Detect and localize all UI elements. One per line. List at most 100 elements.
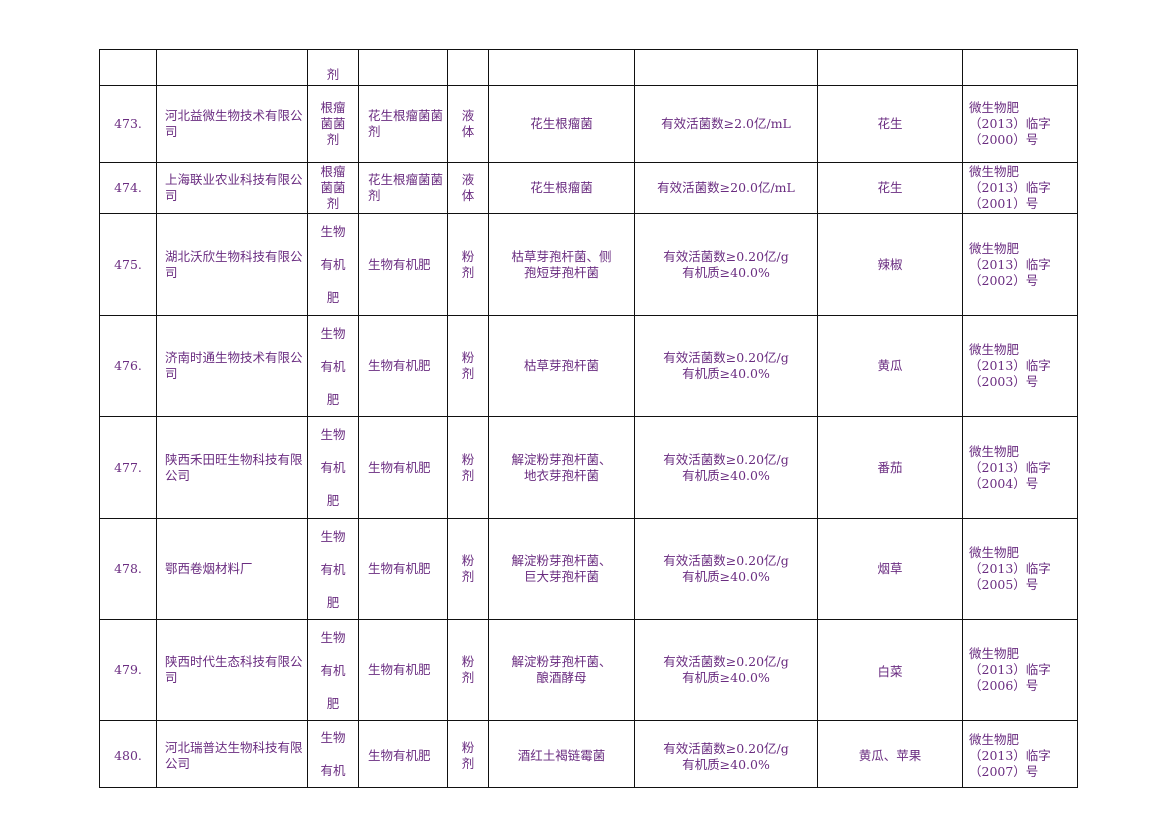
tech-cell: 有效活菌数≥0.20亿/g 有机质≥40.0% bbox=[634, 720, 818, 788]
company-cell: 河北瑞普达生物科技有限公司 bbox=[156, 720, 308, 788]
reg-line: 微生物肥 bbox=[969, 646, 1020, 661]
strain-line: 巨大芽孢杆菌 bbox=[523, 569, 599, 584]
strain-cell: 酒红土褐链霉菌 bbox=[488, 720, 635, 788]
crop-cell: 黄瓜 bbox=[817, 315, 963, 417]
reg-cell: 微生物肥 （2013）临字 （2004）号 bbox=[962, 416, 1078, 519]
tech-cell bbox=[634, 49, 818, 86]
table-row: 474. 上海联业农业科技有限公司 根瘤菌菌剂 花生根瘤菌菌剂 液体 花生根瘤菌… bbox=[99, 162, 1078, 214]
form-cell: 粉剂 bbox=[447, 315, 489, 417]
company-cell: 上海联业农业科技有限公司 bbox=[156, 162, 308, 214]
product-cell: 花生根瘤菌菌剂 bbox=[358, 85, 448, 163]
crop-cell: 烟草 bbox=[817, 518, 963, 620]
table-row: 480. 河北瑞普达生物科技有限公司 生物有机 生物有机肥 粉剂 酒红土褐链霉菌… bbox=[99, 720, 1078, 788]
index-cell: 476. bbox=[99, 315, 157, 417]
strain-cell: 花生根瘤菌 bbox=[488, 85, 635, 163]
reg-line: （2013）临字 bbox=[969, 459, 1051, 475]
crop-cell: 番茄 bbox=[817, 416, 963, 519]
reg-line: 微生物肥 bbox=[969, 100, 1020, 115]
reg-line: （2001）号 bbox=[969, 196, 1039, 211]
product-cell: 生物有机肥 bbox=[358, 213, 448, 316]
product-cell: 生物有机肥 bbox=[358, 720, 448, 788]
reg-line: （2013）临字 bbox=[969, 180, 1051, 195]
strain-line: 孢短芽孢杆菌 bbox=[523, 264, 599, 280]
strain-cell: 枯草芽孢杆菌、侧 孢短芽孢杆菌 bbox=[488, 213, 635, 316]
form-text: 粉剂 bbox=[461, 654, 475, 685]
table-row: 478. 鄂西卷烟材料厂 生物有机肥 生物有机肥 粉剂 解淀粉芽孢杆菌、 巨大芽… bbox=[99, 518, 1078, 620]
tech-cell: 有效活菌数≥0.20亿/g 有机质≥40.0% bbox=[634, 518, 818, 620]
tech-line: 有效活菌数≥0.20亿/g bbox=[663, 553, 789, 568]
type-text: 剂 bbox=[326, 67, 340, 82]
index-cell: 473. bbox=[99, 85, 157, 163]
form-text: 粉剂 bbox=[461, 350, 475, 381]
type-text: 生物有机肥 bbox=[320, 224, 346, 305]
type-text: 根瘤菌菌剂 bbox=[320, 164, 346, 211]
company-cell: 陕西时代生态科技有限公司 bbox=[156, 619, 308, 721]
tech-line: 有效活菌数≥0.20亿/g bbox=[663, 451, 789, 467]
reg-line: （2002）号 bbox=[969, 272, 1039, 288]
table-row: 473. 河北益微生物技术有限公司 根瘤菌菌剂 花生根瘤菌菌剂 液体 花生根瘤菌… bbox=[99, 85, 1078, 163]
type-cell: 根瘤菌菌剂 bbox=[307, 162, 359, 214]
tech-line: 有效活菌数≥0.20亿/g bbox=[663, 741, 789, 756]
tech-cell: 有效活菌数≥2.0亿/mL bbox=[634, 85, 818, 163]
reg-line: （2013）临字 bbox=[969, 256, 1051, 272]
strain-cell: 解淀粉芽孢杆菌、 巨大芽孢杆菌 bbox=[488, 518, 635, 620]
form-text: 粉剂 bbox=[461, 451, 475, 483]
type-text: 生物有机肥 bbox=[320, 427, 346, 508]
type-cell: 根瘤菌菌剂 bbox=[307, 85, 359, 163]
company-cell: 河北益微生物技术有限公司 bbox=[156, 85, 308, 163]
reg-cell: 微生物肥 （2013）临字 （2003）号 bbox=[962, 315, 1078, 417]
product-cell: 生物有机肥 bbox=[358, 416, 448, 519]
index-cell: 477. bbox=[99, 416, 157, 519]
form-text: 液体 bbox=[461, 172, 475, 203]
table-row: 476. 济南时通生物技术有限公司 生物有机肥 生物有机肥 粉剂 枯草芽孢杆菌 … bbox=[99, 315, 1078, 417]
reg-line: （2013）临字 bbox=[969, 116, 1051, 131]
reg-cell: 微生物肥 （2013）临字 （2001）号 bbox=[962, 162, 1078, 214]
form-cell: 液体 bbox=[447, 162, 489, 214]
reg-line: 微生物肥 bbox=[969, 240, 1020, 256]
crop-cell bbox=[817, 49, 963, 86]
crop-cell: 黄瓜、苹果 bbox=[817, 720, 963, 788]
strain-cell bbox=[488, 49, 635, 86]
tech-line: 有效活菌数≥0.20亿/g bbox=[663, 654, 789, 669]
form-cell: 粉剂 bbox=[447, 416, 489, 519]
reg-line: （2013）临字 bbox=[969, 358, 1051, 373]
tech-cell: 有效活菌数≥0.20亿/g 有机质≥40.0% bbox=[634, 619, 818, 721]
type-text: 生物有机肥 bbox=[320, 325, 346, 407]
reg-line: （2003）号 bbox=[969, 374, 1039, 389]
table-row-partial: 剂 bbox=[99, 49, 1078, 86]
reg-cell: 微生物肥 （2013）临字 （2005）号 bbox=[962, 518, 1078, 620]
table-row: 477. 陕西禾田旺生物科技有限公司 生物有机肥 生物有机肥 粉剂 解淀粉芽孢杆… bbox=[99, 416, 1078, 519]
product-cell: 生物有机肥 bbox=[358, 315, 448, 417]
reg-cell: 微生物肥 （2013）临字 （2006）号 bbox=[962, 619, 1078, 721]
tech-line: 有机质≥40.0% bbox=[682, 366, 770, 381]
index-cell: 474. bbox=[99, 162, 157, 214]
type-cell: 生物有机肥 bbox=[307, 213, 359, 316]
crop-cell: 花生 bbox=[817, 162, 963, 214]
type-cell: 生物有机肥 bbox=[307, 416, 359, 519]
crop-cell: 辣椒 bbox=[817, 213, 963, 316]
reg-line: 微生物肥 bbox=[969, 545, 1020, 560]
strain-line: 地衣芽孢杆菌 bbox=[523, 467, 599, 483]
crop-cell: 白菜 bbox=[817, 619, 963, 721]
reg-line: 微生物肥 bbox=[969, 342, 1020, 357]
strain-cell: 解淀粉芽孢杆菌、 地衣芽孢杆菌 bbox=[488, 416, 635, 519]
form-text: 粉剂 bbox=[461, 739, 475, 771]
strain-cell: 花生根瘤菌 bbox=[488, 162, 635, 214]
reg-line: （2007）号 bbox=[969, 763, 1039, 779]
reg-cell: 微生物肥 （2013）临字 （2007）号 bbox=[962, 720, 1078, 788]
type-text: 生物有机肥 bbox=[320, 629, 346, 711]
reg-cell bbox=[962, 49, 1078, 86]
form-cell: 液体 bbox=[447, 85, 489, 163]
form-cell: 粉剂 bbox=[447, 213, 489, 316]
strain-cell: 解淀粉芽孢杆菌、 酿酒酵母 bbox=[488, 619, 635, 721]
reg-line: 微生物肥 bbox=[969, 164, 1020, 179]
form-text: 粉剂 bbox=[461, 248, 475, 280]
tech-line: 有机质≥40.0% bbox=[682, 467, 770, 483]
company-cell bbox=[156, 49, 308, 86]
crop-cell: 花生 bbox=[817, 85, 963, 163]
type-text: 生物有机肥 bbox=[320, 528, 346, 610]
form-cell bbox=[447, 49, 489, 86]
reg-line: （2013）临字 bbox=[969, 561, 1051, 576]
reg-line: 微生物肥 bbox=[969, 443, 1020, 459]
type-cell: 生物有机肥 bbox=[307, 315, 359, 417]
